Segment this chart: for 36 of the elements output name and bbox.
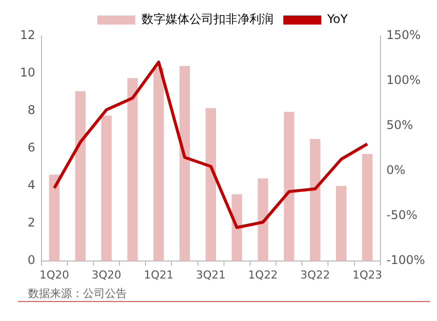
bar (127, 78, 138, 261)
x-tick-label: 3Q21 (196, 268, 226, 282)
y-tick-label: 12 (20, 28, 36, 42)
bar (310, 139, 320, 261)
legend-label: 数字媒体公司扣非净利润 (141, 12, 274, 26)
x-tick-label: 3Q22 (300, 268, 330, 282)
bar (153, 68, 164, 261)
x-tick-label: 1Q21 (144, 268, 174, 282)
x-tick-label: 3Q20 (92, 268, 122, 282)
x-tick-label: 1Q23 (352, 268, 382, 282)
x-tick-label: 1Q20 (39, 268, 70, 282)
bar (284, 112, 294, 261)
y-tick-label: 10 (20, 66, 36, 80)
y-tick-label: 8 (28, 103, 36, 118)
y2-tick-label: 50% (386, 118, 414, 132)
y2-tick-label: 0% (386, 163, 406, 178)
legend-label: YoY (326, 12, 348, 26)
bar (75, 91, 86, 261)
bar (362, 154, 373, 261)
y2-tick-label: 150% (386, 28, 421, 42)
y-tick-label: 0 (28, 252, 36, 267)
bar (258, 178, 268, 261)
y-tick-label: 2 (28, 215, 36, 230)
bar (232, 194, 242, 261)
bar (180, 66, 190, 261)
bar (49, 174, 60, 261)
y2-tick-label: -100% (386, 252, 426, 267)
y-tick-label: 4 (28, 178, 36, 192)
y2-tick-label: -50% (386, 208, 418, 222)
source-note: 数据来源：公司公告 (28, 286, 127, 301)
bar (101, 116, 112, 261)
bar (206, 108, 216, 261)
bar (336, 186, 346, 261)
x-tick-label: 1Q22 (248, 268, 278, 282)
y2-tick-label: 100% (386, 73, 421, 88)
y-tick-label: 6 (28, 140, 36, 155)
